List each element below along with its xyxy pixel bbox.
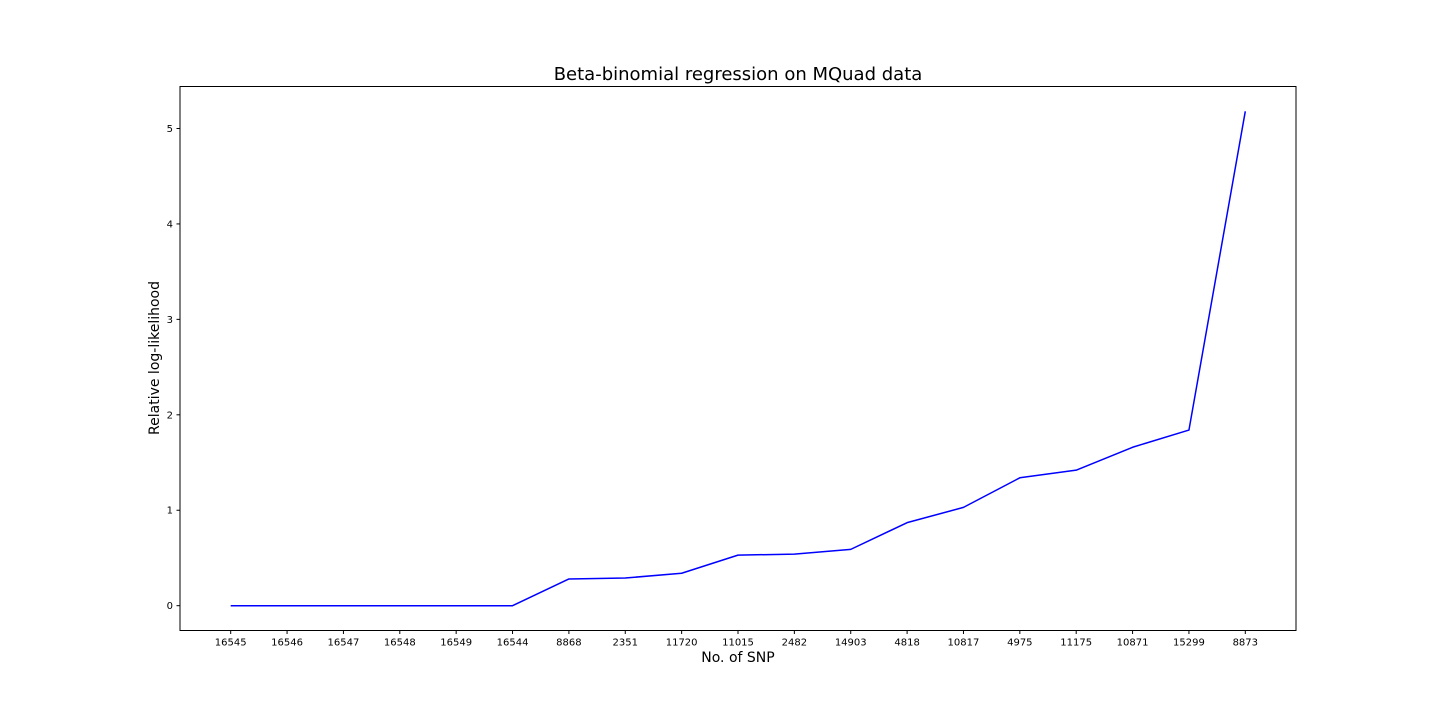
x-tick-label: 4818 [894, 638, 919, 649]
x-tick-label: 2351 [613, 638, 638, 649]
series-line [230, 111, 1247, 607]
x-tick-label: 16547 [328, 638, 360, 649]
x-tick-label: 10871 [1117, 638, 1149, 649]
y-tick-label: 1 [167, 506, 173, 517]
x-axis: 16545 16546 16547 16548 16549 16544 8868 2351 11… [215, 630, 1258, 649]
x-tick-label: 11015 [722, 638, 754, 649]
y-tick-label: 4 [167, 219, 173, 230]
y-tick-label: 0 [167, 601, 173, 612]
x-tick-label: 10817 [948, 638, 980, 649]
chart-title: Beta-binomial regression on MQuad data [554, 64, 923, 85]
x-tick-label: 16546 [271, 638, 303, 649]
x-tick-label: 14903 [835, 638, 867, 649]
x-tick-label: 2482 [782, 638, 807, 649]
x-tick-label: 15299 [1173, 638, 1205, 649]
series-layer [230, 111, 1247, 607]
y-tick-label: 3 [167, 315, 173, 326]
x-axis-label: No. of SNP [701, 650, 774, 666]
x-tick-label: 16545 [215, 638, 247, 649]
x-tick-label: 11720 [666, 638, 698, 649]
x-tick-label: 8873 [1233, 638, 1258, 649]
y-axis: 0 1 2 3 4 5 [167, 124, 180, 612]
x-tick-label: 8868 [556, 638, 581, 649]
plot-area-frame [179, 86, 1297, 631]
x-tick-label: 16548 [384, 638, 416, 649]
y-axis-label: Relative log-likelihood [147, 281, 163, 435]
x-tick-label: 16544 [497, 638, 529, 649]
y-tick-label: 5 [167, 124, 173, 135]
x-tick-label: 16549 [440, 638, 472, 649]
x-tick-label: 11175 [1060, 638, 1092, 649]
x-tick-label: 4975 [1007, 638, 1032, 649]
y-tick-label: 2 [167, 410, 173, 421]
